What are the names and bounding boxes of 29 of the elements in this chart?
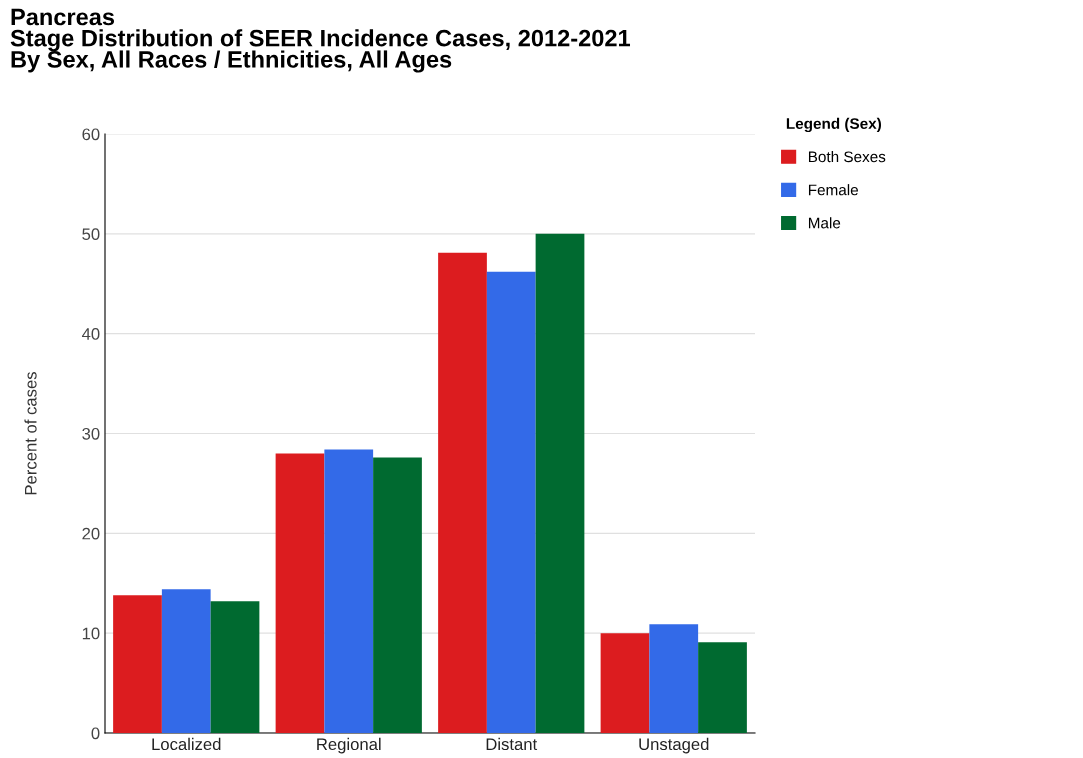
bar [535, 233, 585, 733]
y-tick-label: 50 [82, 228, 100, 241]
bar [486, 271, 536, 733]
x-tick-label: Unstaged [639, 737, 709, 754]
bar [161, 589, 211, 733]
bar [698, 642, 747, 733]
x-tick-label: Distant [486, 737, 538, 751]
bar [324, 449, 374, 733]
y-tick-label: 40 [81, 328, 100, 340]
bar [373, 457, 422, 733]
x-tick-label: Localized [152, 737, 221, 751]
legend-label: Both Sexes [808, 150, 886, 163]
bar [210, 601, 260, 733]
chart-title: Pancreas Stage Distribution of SEER Incidence Cases, 2012-2021 By Sex, All Races / Ethnicities, All Ages [10, 8, 631, 73]
y-axis-title: Percent of cases [24, 372, 37, 495]
bar [113, 595, 162, 733]
y-tick-label: 20 [82, 527, 100, 540]
x-tick-label: Regional [317, 737, 381, 754]
legend-label: Female [808, 184, 858, 196]
bar [649, 624, 699, 733]
bar [600, 633, 650, 733]
legend-label: Male [808, 217, 841, 229]
y-tick-label: 10 [82, 627, 100, 640]
y-tick-label: 0 [91, 727, 100, 740]
y-tick-label: 60 [82, 128, 100, 141]
y-tick-label: 30 [82, 427, 100, 440]
bar [438, 252, 487, 733]
legend-title: Legend (Sex) [786, 117, 882, 133]
bar [275, 453, 325, 733]
